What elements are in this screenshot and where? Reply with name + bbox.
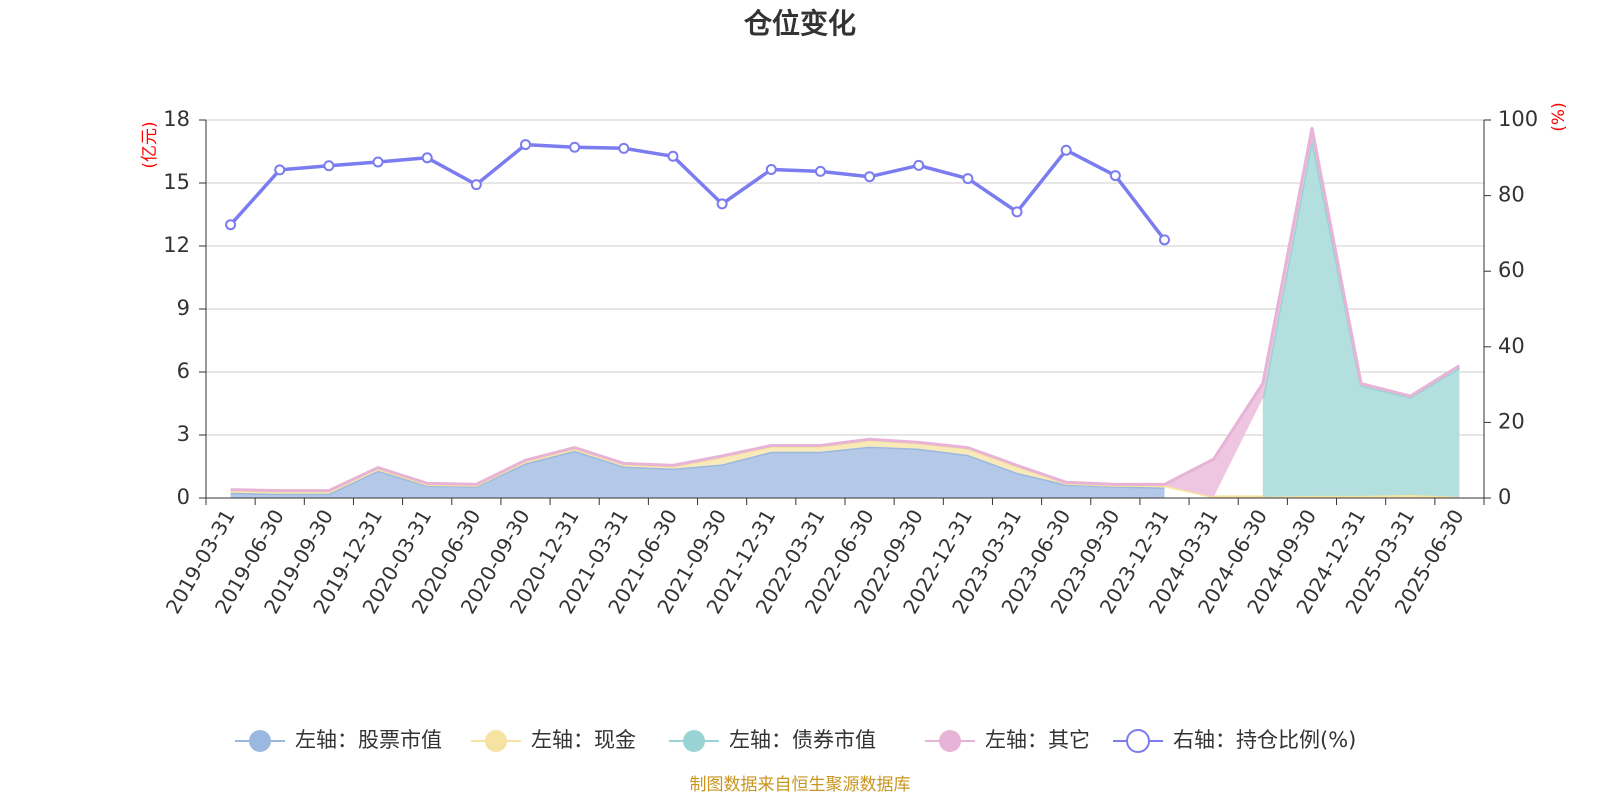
ratio-point — [1060, 144, 1072, 156]
legend-item: 左轴：现金 — [471, 728, 636, 752]
ratio-point — [323, 160, 335, 172]
left-tick-label: 3 — [177, 422, 190, 446]
ratio-point — [569, 141, 581, 153]
ratio-point — [962, 173, 974, 185]
right-tick-label: 20 — [1498, 409, 1525, 433]
ratio-point — [814, 165, 826, 177]
right-tick-label: 40 — [1498, 334, 1525, 358]
ratio-point — [913, 159, 925, 171]
ratio-point — [864, 171, 876, 183]
ratio-point — [225, 219, 237, 231]
left-axis-unit: (亿元) — [140, 121, 160, 168]
legend-item: 左轴：债券市值 — [669, 728, 876, 752]
data-source-note: 制图数据来自恒生聚源数据库 — [690, 775, 911, 795]
legend-marker — [1126, 729, 1150, 753]
ratio-point — [470, 179, 482, 191]
plot-areas — [230, 126, 1461, 499]
ratio-point — [1109, 170, 1121, 182]
ratio-point — [716, 198, 728, 210]
ratio-line — [229, 142, 1166, 241]
legend: 左轴：股票市值 左轴：现金 左轴：债券市值 左轴：其它 右轴：持仓比例(%) — [235, 728, 1356, 753]
chart-title: 仓位变化 — [744, 7, 856, 40]
left-tick-label: 0 — [177, 485, 190, 509]
legend-label: 右轴：持仓比例(%) — [1173, 728, 1356, 752]
legend-marker — [683, 730, 705, 752]
plot-lines — [225, 139, 1170, 246]
left-tick-label: 9 — [177, 296, 190, 320]
left-tick-label: 6 — [177, 359, 190, 383]
legend-item: 左轴：股票市值 — [235, 728, 442, 752]
area-band — [230, 446, 1165, 498]
legend-marker — [485, 730, 507, 752]
ratio-point — [274, 164, 286, 176]
left-tick-label: 15 — [163, 170, 190, 194]
ratio-point — [372, 156, 384, 168]
legend-label: 左轴：其它 — [985, 728, 1090, 752]
area-band — [1262, 138, 1460, 497]
area-edge-line — [230, 126, 1461, 493]
ratio-point — [765, 164, 777, 176]
legend-item: 左轴：其它 — [925, 728, 1090, 752]
legend-marker — [939, 730, 961, 752]
right-axis-unit: (%) — [1549, 102, 1569, 131]
left-tick-label: 18 — [163, 107, 190, 131]
right-tick-label: 0 — [1498, 485, 1511, 509]
ratio-point — [421, 152, 433, 164]
ratio-point — [1159, 234, 1170, 246]
legend-label: 左轴：现金 — [531, 728, 636, 752]
legend-label: 左轴：债券市值 — [729, 728, 876, 752]
left-tick-label: 12 — [163, 233, 190, 257]
legend-item: 右轴：持仓比例(%) — [1113, 728, 1356, 753]
right-tick-label: 60 — [1498, 258, 1525, 282]
legend-label: 左轴：股票市值 — [295, 728, 442, 752]
right-tick-label: 100 — [1498, 107, 1538, 131]
ratio-point — [618, 142, 630, 154]
ratio-point — [520, 139, 531, 151]
right-tick-label: 80 — [1498, 183, 1525, 207]
legend-marker — [249, 730, 271, 752]
ratio-point — [1011, 206, 1023, 218]
ratio-point — [667, 150, 679, 162]
